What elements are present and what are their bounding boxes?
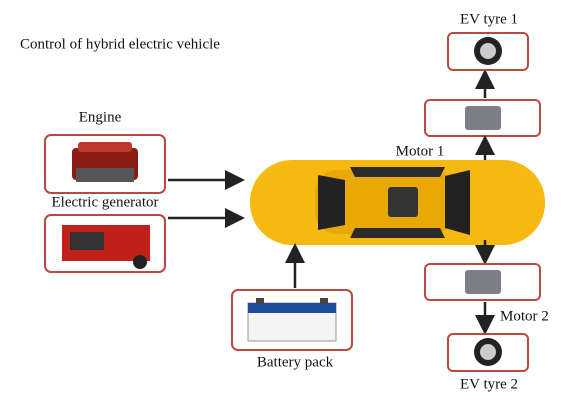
motor-label: Motor 2 [500, 308, 549, 324]
tyre-icon [474, 338, 502, 366]
motor-label: Motor 1 [396, 143, 445, 159]
battery-label: Battery pack [257, 354, 334, 370]
battery-icon [248, 298, 336, 341]
title: Control of hybrid electric vehicle [20, 36, 220, 52]
engine-label: Engine [79, 109, 122, 125]
motor-icon [465, 106, 501, 130]
tyre-label: EV tyre 2 [460, 376, 518, 392]
diagram: Control of hybrid electric vehicle Engin… [0, 0, 570, 410]
generator-label: Electric generator [51, 194, 158, 210]
tyre-label: EV tyre 1 [460, 11, 518, 27]
tyre-icon [474, 37, 502, 65]
engine-icon [72, 142, 138, 182]
motor-icon [465, 270, 501, 294]
car [250, 160, 545, 245]
